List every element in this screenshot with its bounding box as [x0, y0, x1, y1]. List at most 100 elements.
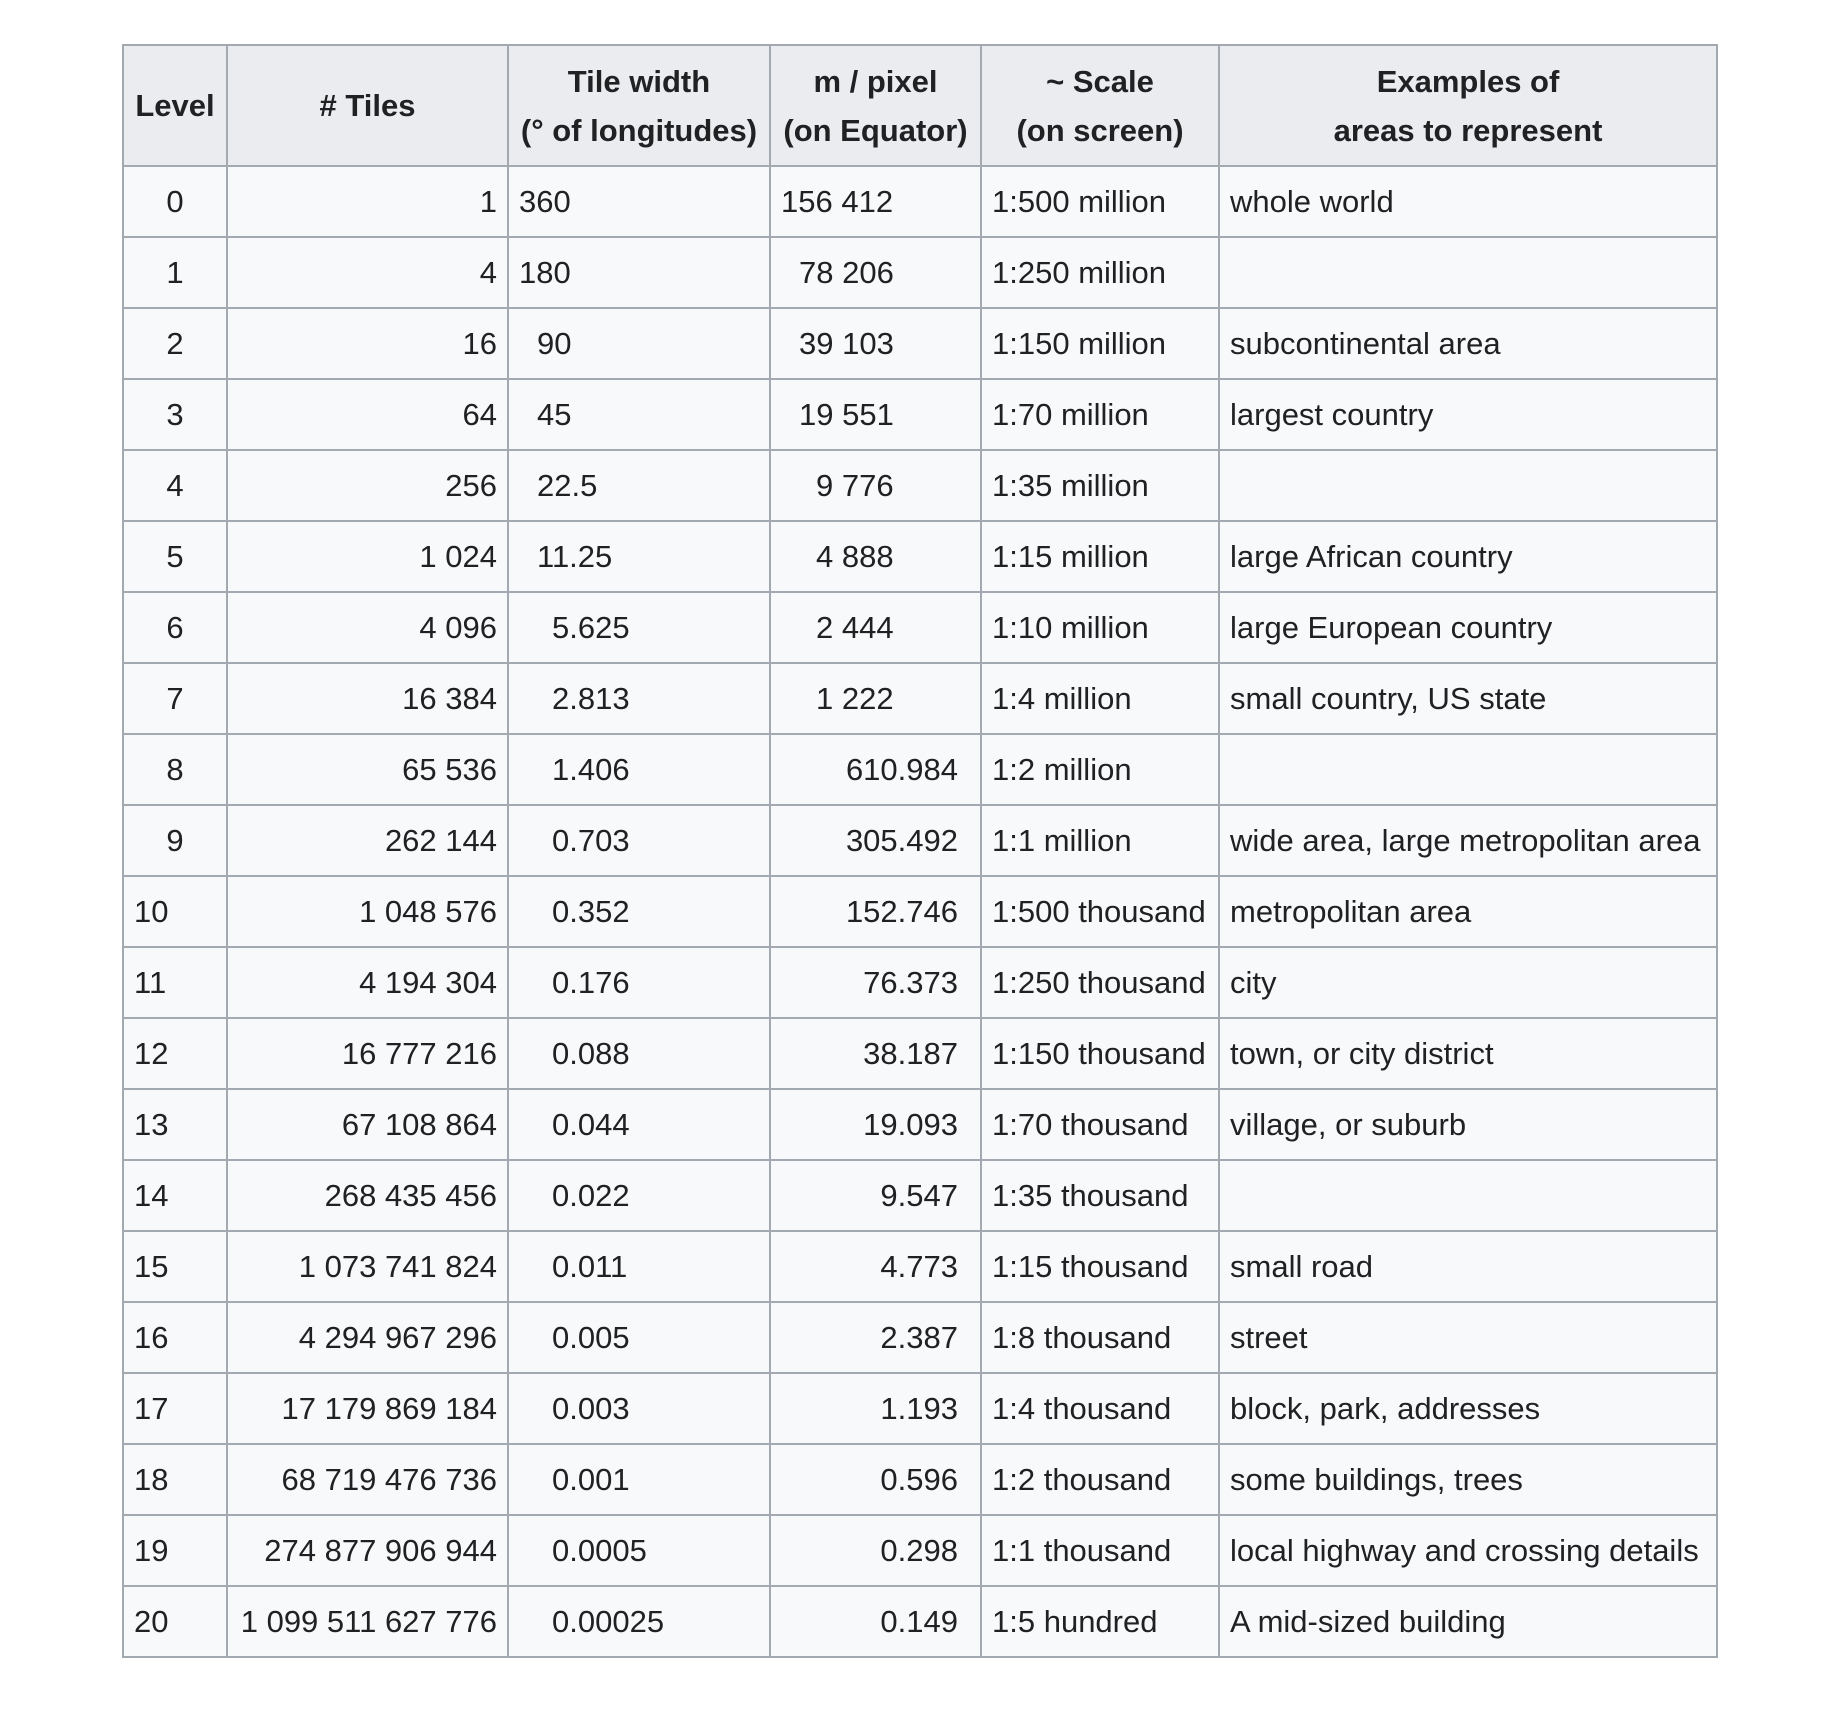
- scale-cell: 1:2 million: [980, 733, 1220, 806]
- meters-per-pixel-cell: 19 551: [769, 378, 982, 451]
- tiles-cell: 274 877 906 944: [226, 1514, 509, 1587]
- tiles-cell: 1 048 576: [226, 875, 509, 948]
- examples-cell: wide area, large metropolitan area: [1218, 804, 1718, 877]
- meters-per-pixel-cell: 152.746: [769, 875, 982, 948]
- tile-width-cell: 0.352: [507, 875, 771, 948]
- examples-cell: some buildings, trees: [1218, 1443, 1718, 1516]
- scale-cell: 1:150 million: [980, 307, 1220, 380]
- table-row: 13 67 108 864 0.044 19.093 1:70 thousand vill…: [122, 1088, 1718, 1161]
- tiles-cell: 4 096: [226, 591, 509, 664]
- meters-per-pixel-cell: 2.387: [769, 1301, 982, 1374]
- meters-per-pixel-cell: 76.373: [769, 946, 982, 1019]
- header-line: Examples of: [1376, 63, 1560, 99]
- examples-cell: small road: [1218, 1230, 1718, 1303]
- meters-per-pixel-cell: 1 222: [769, 662, 982, 735]
- table-row: 3 64 45 19 551 1:70 million largest country: [122, 378, 1718, 451]
- tile-width-cell: 0.00025: [507, 1585, 771, 1658]
- tiles-cell: 4 194 304: [226, 946, 509, 1019]
- tiles-cell: 68 719 476 736: [226, 1443, 509, 1516]
- level-cell: 1: [122, 236, 228, 309]
- meters-per-pixel-cell: 0.298: [769, 1514, 982, 1587]
- tiles-cell: 16: [226, 307, 509, 380]
- examples-cell: metropolitan area: [1218, 875, 1718, 948]
- level-cell: 11: [122, 946, 228, 1019]
- table-row: 17 17 179 869 184 0.003 1.193 1:4 thousand bl…: [122, 1372, 1718, 1445]
- tiles-cell: 4: [226, 236, 509, 309]
- examples-cell: city: [1218, 946, 1718, 1019]
- table-row: 8 65 536 1.406 610.984 1:2 million: [122, 733, 1718, 806]
- examples-cell: largest country: [1218, 378, 1718, 451]
- tiles-cell: 256: [226, 449, 509, 522]
- meters-per-pixel-cell: 38.187: [769, 1017, 982, 1090]
- level-cell: 20: [122, 1585, 228, 1658]
- meters-per-pixel-cell: 2 444: [769, 591, 982, 664]
- scale-cell: 1:250 thousand: [980, 946, 1220, 1019]
- level-cell: 13: [122, 1088, 228, 1161]
- table-row: 1 4 180 78 206 1:250 million: [122, 236, 1718, 309]
- scale-cell: 1:8 thousand: [980, 1301, 1220, 1374]
- tile-width-cell: 0.703: [507, 804, 771, 877]
- examples-cell: large European country: [1218, 591, 1718, 664]
- tiles-cell: 16 777 216: [226, 1017, 509, 1090]
- level-cell: 9: [122, 804, 228, 877]
- header-line: Tile width: [567, 63, 711, 99]
- scale-cell: 1:4 million: [980, 662, 1220, 735]
- meters-per-pixel-cell: 78 206: [769, 236, 982, 309]
- meters-per-pixel-cell: 39 103: [769, 307, 982, 380]
- level-cell: 14: [122, 1159, 228, 1232]
- table-row: 15 1 073 741 824 0.011 4.773 1:15 thousand sm…: [122, 1230, 1718, 1303]
- table-row: 20 1 099 511 627 776 0.00025 0.149 1:5 hundr…: [122, 1585, 1718, 1658]
- level-cell: 8: [122, 733, 228, 806]
- level-cell: 15: [122, 1230, 228, 1303]
- scale-cell: 1:500 thousand: [980, 875, 1220, 948]
- tiles-cell: 262 144: [226, 804, 509, 877]
- meters-per-pixel-cell: 0.596: [769, 1443, 982, 1516]
- scale-cell: 1:150 thousand: [980, 1017, 1220, 1090]
- scale-cell: 1:15 thousand: [980, 1230, 1220, 1303]
- examples-cell: [1218, 733, 1718, 806]
- tile-width-cell: 22.5: [507, 449, 771, 522]
- level-cell: 17: [122, 1372, 228, 1445]
- scale-cell: 1:10 million: [980, 591, 1220, 664]
- level-cell: 18: [122, 1443, 228, 1516]
- header-level: Level: [122, 44, 228, 167]
- table-row: 14 268 435 456 0.022 9.547 1:35 thousand: [122, 1159, 1718, 1232]
- header-line: m / pixel: [813, 63, 938, 99]
- tiles-cell: 1 099 511 627 776: [226, 1585, 509, 1658]
- tiles-cell: 1 024: [226, 520, 509, 593]
- examples-cell: street: [1218, 1301, 1718, 1374]
- level-cell: 3: [122, 378, 228, 451]
- scale-cell: 1:1 million: [980, 804, 1220, 877]
- tile-width-cell: 0.088: [507, 1017, 771, 1090]
- table-row: 9 262 144 0.703 305.492 1:1 million wide area…: [122, 804, 1718, 877]
- scale-cell: 1:1 thousand: [980, 1514, 1220, 1587]
- meters-per-pixel-cell: 9 776: [769, 449, 982, 522]
- scale-cell: 1:70 million: [980, 378, 1220, 451]
- level-cell: 7: [122, 662, 228, 735]
- tile-width-cell: 180: [507, 236, 771, 309]
- header-tiles: # Tiles: [226, 44, 509, 167]
- level-cell: 0: [122, 165, 228, 238]
- meters-per-pixel-cell: 19.093: [769, 1088, 982, 1161]
- scale-cell: 1:35 thousand: [980, 1159, 1220, 1232]
- tiles-cell: 65 536: [226, 733, 509, 806]
- tiles-cell: 64: [226, 378, 509, 451]
- tile-width-cell: 11.25: [507, 520, 771, 593]
- meters-per-pixel-cell: 0.149: [769, 1585, 982, 1658]
- table-row: 10 1 048 576 0.352 152.746 1:500 thousand met…: [122, 875, 1718, 948]
- meters-per-pixel-cell: 305.492: [769, 804, 982, 877]
- tile-width-cell: 2.813: [507, 662, 771, 735]
- meters-per-pixel-cell: 4 888: [769, 520, 982, 593]
- tile-width-cell: 90: [507, 307, 771, 380]
- table-row: 0 1 360 156 412 1:500 million whole world: [122, 165, 1718, 238]
- level-cell: 10: [122, 875, 228, 948]
- table-row: 18 68 719 476 736 0.001 0.596 1:2 thousand so…: [122, 1443, 1718, 1516]
- header-line: (on Equator): [783, 112, 968, 148]
- tiles-cell: 1: [226, 165, 509, 238]
- level-cell: 16: [122, 1301, 228, 1374]
- level-cell: 12: [122, 1017, 228, 1090]
- examples-cell: local highway and crossing details: [1218, 1514, 1718, 1587]
- level-cell: 19: [122, 1514, 228, 1587]
- header-scale: ~ Scale (on screen): [980, 44, 1220, 167]
